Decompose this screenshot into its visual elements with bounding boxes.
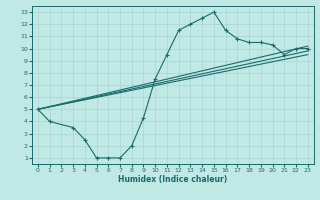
X-axis label: Humidex (Indice chaleur): Humidex (Indice chaleur) bbox=[118, 175, 228, 184]
